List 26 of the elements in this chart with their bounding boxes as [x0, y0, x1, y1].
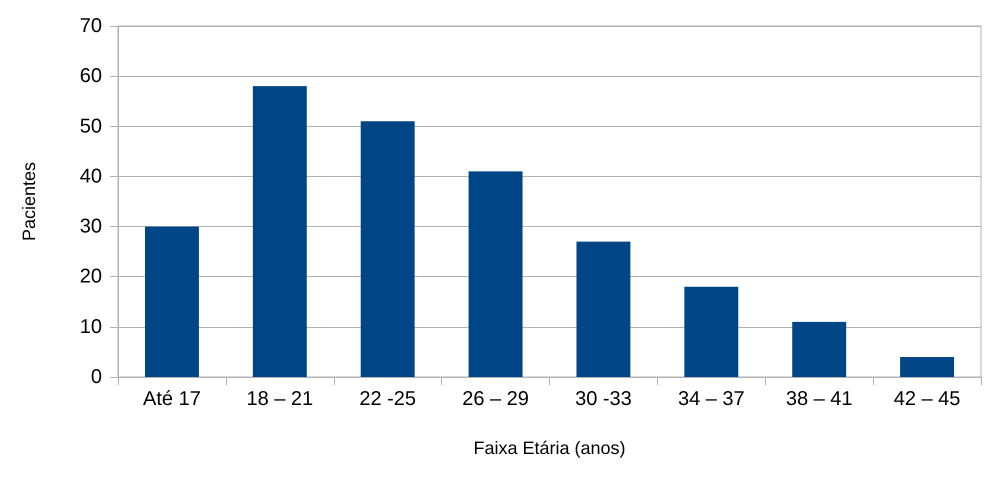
y-tick-label: 30 — [80, 216, 102, 238]
y-tick-label: 40 — [80, 165, 102, 188]
y-tick-label: 20 — [80, 266, 102, 288]
y-tick-label: 10 — [80, 316, 102, 338]
y-tick-label: 60 — [80, 65, 102, 88]
y-tick-label: 50 — [80, 115, 102, 138]
bar — [252, 86, 307, 377]
bar — [576, 242, 630, 377]
x-tick-label: Até 17 — [143, 388, 201, 410]
x-tick-label: 30 -33 — [575, 388, 632, 410]
x-axis-title: Faixa Etária (anos) — [473, 438, 626, 458]
bar — [144, 226, 199, 377]
bar — [468, 171, 523, 377]
x-tick-label: 18 – 21 — [246, 388, 314, 410]
bar — [360, 121, 415, 377]
x-tick-label: 38 – 41 — [786, 388, 853, 410]
y-tick-label: 70 — [80, 15, 102, 37]
bar — [684, 286, 738, 377]
bar — [900, 356, 954, 377]
x-tick-label: 42 – 45 — [894, 388, 960, 410]
y-axis-title: Pacientes — [19, 162, 39, 242]
x-tick-label: 34 – 37 — [678, 388, 745, 410]
x-tick-label: 26 – 29 — [462, 388, 529, 410]
x-tick-label: 22 -25 — [359, 388, 416, 410]
bar — [792, 322, 846, 377]
y-tick-label: 0 — [90, 366, 102, 388]
